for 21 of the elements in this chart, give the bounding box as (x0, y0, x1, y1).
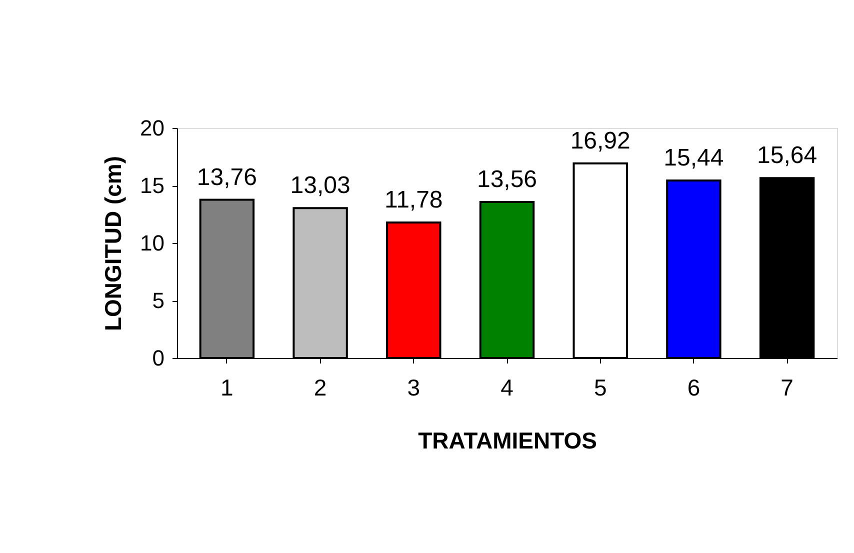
y-tick-label: 10 (140, 230, 164, 256)
data-label: 13,03 (290, 172, 350, 200)
x-axis-title: TRATAMIENTOS (418, 428, 597, 454)
x-tick-label: 7 (780, 374, 794, 400)
x-tick-label: 1 (220, 374, 234, 400)
x-tick-label: 2 (314, 374, 327, 400)
y-tick-label: 15 (140, 173, 164, 198)
data-label: 13,56 (476, 166, 538, 194)
data-label: 13,76 (196, 164, 257, 191)
data-label: 15,64 (757, 142, 818, 170)
x-tick-label: 5 (594, 374, 607, 400)
data-label: 15,44 (664, 144, 724, 172)
x-tick-label: 6 (687, 374, 700, 400)
x-tick-label: 4 (500, 374, 514, 400)
x-tick-label: 3 (407, 374, 420, 400)
y-tick-label: 20 (140, 116, 164, 140)
y-tick-label: 5 (152, 288, 164, 313)
y-axis-title: LONGITUD (cm) (100, 156, 126, 332)
data-label: 11,78 (384, 186, 443, 214)
y-tick-label: 0 (152, 346, 164, 370)
data-label: 16,92 (570, 127, 630, 154)
